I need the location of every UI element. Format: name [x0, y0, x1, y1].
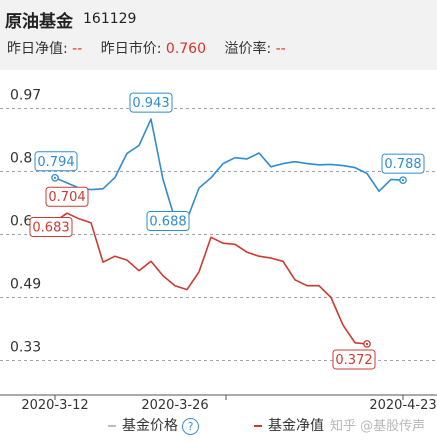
premium-value: --: [275, 41, 286, 57]
value-callout-label: 0.688: [149, 215, 186, 230]
value-callout-box: [29, 217, 73, 238]
price-series-line: [54, 118, 404, 221]
legend-nav[interactable]: 基金净值: [254, 415, 324, 435]
value-callout-box: [332, 349, 376, 370]
endpoint-dot: [365, 342, 369, 346]
y-tick-label: 0.8: [10, 151, 32, 167]
fund-header: 原油基金 161129 昨日净值: -- 昨日市价: 0.760 溢价率: --: [0, 0, 437, 70]
price-label: 昨日市价:: [100, 41, 162, 57]
premium-label: 溢价率:: [224, 41, 272, 57]
value-callout-box: [34, 151, 78, 172]
endpoint-dot: [401, 179, 405, 182]
fund-name: 原油基金: [5, 12, 73, 32]
nav-value: --: [72, 41, 83, 57]
fund-code: 161129: [83, 11, 137, 27]
y-tick-label: 0.6: [10, 214, 32, 230]
x-tick-label: 2020-4-23: [369, 398, 436, 410]
fund-stats: 昨日净值: -- 昨日市价: 0.760 溢价率: --: [7, 38, 286, 58]
value-callout-label: 0.794: [37, 155, 74, 170]
startpoint-dot: [53, 176, 57, 179]
nav-series-line: [54, 212, 368, 345]
legend-nav-swatch: [254, 425, 262, 427]
chart-legend: 基金价格? 基金净值 知乎 @基股传声: [0, 412, 437, 438]
value-callout-label: 0.943: [132, 96, 169, 111]
watermark: 知乎 @基股传声: [330, 419, 426, 434]
value-callout-label: 0.683: [32, 221, 69, 236]
y-tick-label: 0.97: [10, 88, 41, 104]
value-callout-box: [146, 211, 190, 232]
x-tick-label: 2020-3-26: [141, 398, 208, 410]
value-callout-box: [45, 186, 89, 207]
value-callout-label: 0.372: [335, 353, 372, 368]
legend-price-label: 基金价格: [122, 418, 178, 434]
legend-price[interactable]: 基金价格?: [108, 415, 199, 435]
price-value: 0.760: [165, 41, 206, 57]
x-tick-label: 2020-3-12: [21, 398, 88, 410]
value-callout-box: [381, 153, 425, 174]
legend-price-swatch: [108, 425, 116, 427]
value-callout-label: 0.788: [384, 157, 421, 172]
y-tick-label: 0.49: [10, 277, 41, 293]
nav-label: 昨日净值:: [7, 41, 68, 57]
y-tick-label: 0.33: [10, 340, 41, 356]
help-icon[interactable]: ?: [182, 417, 199, 435]
value-callout-label: 0.704: [48, 190, 85, 205]
price-nav-chart: 0.97 0.8 0.6 0.49 0.33 2020-3-12 2020-3-26 2020…: [0, 88, 437, 410]
value-callout-box: [129, 92, 173, 113]
legend-nav-label: 基金净值: [268, 418, 324, 434]
